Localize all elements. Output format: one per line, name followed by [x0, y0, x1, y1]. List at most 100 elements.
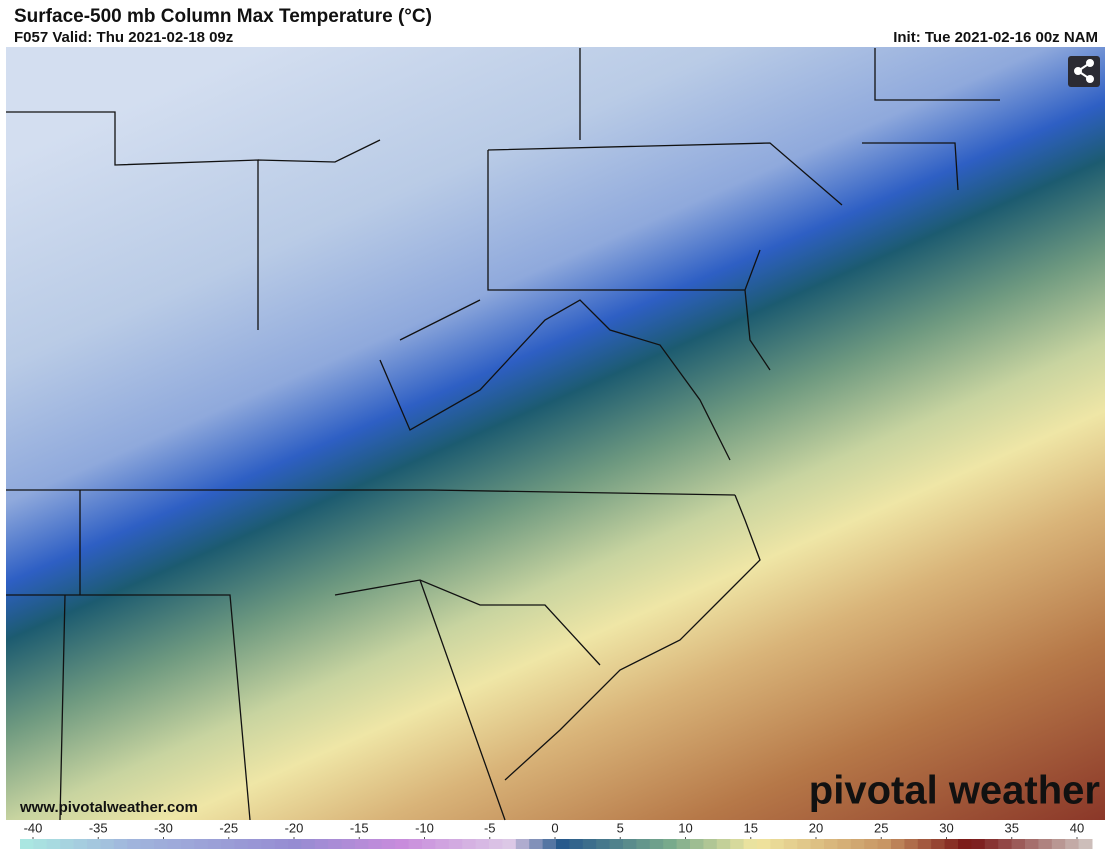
colorbar-swatch [529, 839, 544, 849]
colorbar-swatch [207, 839, 222, 849]
colorbar-swatch [341, 839, 356, 849]
colorbar-label: 0 [551, 820, 558, 835]
colorbar-swatch [824, 839, 838, 849]
colorbar-swatch [663, 839, 678, 849]
colorbar-swatch [864, 839, 879, 849]
colorbar-swatch [408, 839, 423, 849]
colorbar-swatch [676, 839, 691, 849]
colorbar-swatch [984, 839, 999, 849]
colorbar-swatch [261, 839, 276, 849]
colorbar-swatch [850, 839, 865, 849]
colorbar-swatch [180, 839, 195, 849]
state-borders [6, 48, 1000, 821]
colorbar-swatch [20, 839, 34, 849]
colorbar-swatch [730, 839, 745, 849]
colorbar-swatch [1011, 839, 1026, 849]
colorbar-swatch [743, 839, 758, 849]
colorbar-swatch [770, 839, 785, 849]
colorbar-swatch [87, 839, 101, 849]
colorbar-swatch [395, 839, 410, 849]
colorbar: -40 -35 -30 -25 -20 -15 -10 -5 0 5 10 15 20 25 30 35 40 [20, 820, 1093, 849]
colorbar-swatch [783, 839, 798, 849]
colorbar-swatch [140, 839, 155, 849]
colorbar-label: 20 [809, 820, 823, 835]
colorbar-swatch [623, 839, 637, 849]
colorbar-swatch [757, 839, 771, 849]
colorbar-swatch [1038, 839, 1053, 849]
colorbar-swatch [1065, 839, 1080, 849]
colorbar-label: 30 [939, 820, 953, 835]
colorbar-swatch [877, 839, 892, 849]
title: Surface-500 mb Column Max Temperature (°… [14, 6, 432, 27]
colorbar-swatch [100, 839, 115, 849]
colorbar-swatch [649, 839, 664, 849]
colorbar-swatch [355, 839, 369, 849]
colorbar-swatch [73, 839, 88, 849]
colorbar-swatch [60, 839, 75, 849]
colorbar-swatch [502, 839, 517, 849]
colorbar-swatch [917, 839, 932, 849]
colorbar-swatch [127, 839, 142, 849]
colorbar-swatch [891, 839, 905, 849]
colorbar-label: -35 [89, 820, 108, 835]
share-button[interactable] [1068, 56, 1100, 87]
colorbar-label: 40 [1070, 820, 1084, 835]
colorbar-label: -40 [24, 820, 43, 835]
colorbar-swatch [542, 839, 557, 849]
colorbar-swatch [46, 839, 61, 849]
colorbar-swatch [515, 839, 530, 849]
colorbar-swatch [837, 839, 852, 849]
colorbar-swatch [556, 839, 570, 849]
colorbar-swatch [703, 839, 718, 849]
colorbar-swatch [609, 839, 624, 849]
colorbar-swatch [288, 839, 302, 849]
colorbar-label: 10 [678, 820, 692, 835]
colorbar-swatch [489, 839, 503, 849]
colorbar-swatch [368, 839, 383, 849]
colorbar-swatch [582, 839, 597, 849]
colorbar-swatch [797, 839, 812, 849]
colorbar-swatch [194, 839, 209, 849]
colorbar-label: 25 [874, 820, 888, 835]
colorbar-swatch [904, 839, 919, 849]
logo: pivotal weather [809, 769, 1100, 813]
colorbar-label: -15 [350, 820, 369, 835]
colorbar-swatch [167, 839, 182, 849]
colorbar-swatch [998, 839, 1013, 849]
website: www.pivotalweather.com [19, 799, 198, 816]
colorbar-swatch [381, 839, 396, 849]
colorbar-swatch [1025, 839, 1039, 849]
colorbar-swatch [596, 839, 611, 849]
colorbar-swatch [113, 839, 128, 849]
colorbar-swatch [569, 839, 584, 849]
colorbar-swatch [636, 839, 651, 849]
colorbar-label: -10 [415, 820, 434, 835]
colorbar-swatch [716, 839, 731, 849]
colorbar-label: -25 [219, 820, 238, 835]
colorbar-swatch [234, 839, 249, 849]
colorbar-label: 35 [1005, 820, 1019, 835]
colorbar-swatch [33, 839, 48, 849]
colorbar-swatch [958, 839, 972, 849]
colorbar-swatch [328, 839, 343, 849]
colorbar-swatch [221, 839, 235, 849]
valid-time: F057 Valid: Thu 2021-02-18 09z [14, 29, 234, 46]
colorbar-swatch [154, 839, 168, 849]
colorbar-swatch [810, 839, 825, 849]
colorbar-label: -20 [285, 820, 304, 835]
colorbar-swatch [247, 839, 262, 849]
colorbar-label: -5 [484, 820, 496, 835]
init-time: Init: Tue 2021-02-16 00z NAM [893, 29, 1098, 46]
colorbar-swatch [931, 839, 946, 849]
colorbar-swatch [475, 839, 490, 849]
colorbar-swatch [462, 839, 477, 849]
colorbar-label: 15 [744, 820, 758, 835]
colorbar-swatch [690, 839, 704, 849]
share-icon [1074, 59, 1094, 83]
colorbar-swatch [274, 839, 289, 849]
colorbar-swatch [301, 839, 316, 849]
share-icon-bg[interactable] [1068, 56, 1100, 87]
colorbar-swatch [314, 839, 329, 849]
